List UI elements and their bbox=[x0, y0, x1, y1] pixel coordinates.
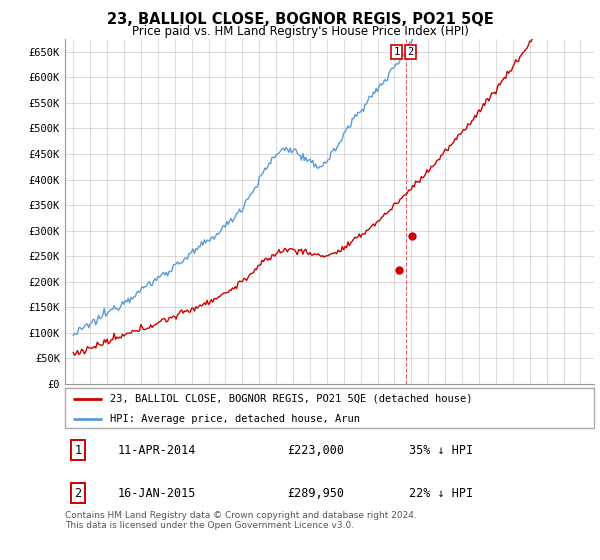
Text: 2: 2 bbox=[74, 487, 82, 500]
Text: 2: 2 bbox=[407, 47, 413, 57]
Text: 1: 1 bbox=[74, 444, 82, 456]
Text: 16-JAN-2015: 16-JAN-2015 bbox=[118, 487, 196, 500]
Text: 22% ↓ HPI: 22% ↓ HPI bbox=[409, 487, 473, 500]
FancyBboxPatch shape bbox=[65, 388, 594, 428]
Text: 35% ↓ HPI: 35% ↓ HPI bbox=[409, 444, 473, 456]
Text: 11-APR-2014: 11-APR-2014 bbox=[118, 444, 196, 456]
Text: HPI: Average price, detached house, Arun: HPI: Average price, detached house, Arun bbox=[110, 414, 360, 424]
Text: 23, BALLIOL CLOSE, BOGNOR REGIS, PO21 5QE (detached house): 23, BALLIOL CLOSE, BOGNOR REGIS, PO21 5Q… bbox=[110, 394, 472, 404]
Text: Price paid vs. HM Land Registry's House Price Index (HPI): Price paid vs. HM Land Registry's House … bbox=[131, 25, 469, 38]
Text: £223,000: £223,000 bbox=[287, 444, 344, 456]
Text: Contains HM Land Registry data © Crown copyright and database right 2024.
This d: Contains HM Land Registry data © Crown c… bbox=[65, 511, 416, 530]
Text: 23, BALLIOL CLOSE, BOGNOR REGIS, PO21 5QE: 23, BALLIOL CLOSE, BOGNOR REGIS, PO21 5Q… bbox=[107, 12, 493, 27]
Text: 1: 1 bbox=[394, 47, 400, 57]
Text: £289,950: £289,950 bbox=[287, 487, 344, 500]
